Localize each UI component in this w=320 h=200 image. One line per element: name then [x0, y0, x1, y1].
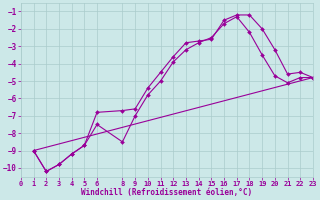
X-axis label: Windchill (Refroidissement éolien,°C): Windchill (Refroidissement éolien,°C) [81, 188, 252, 197]
